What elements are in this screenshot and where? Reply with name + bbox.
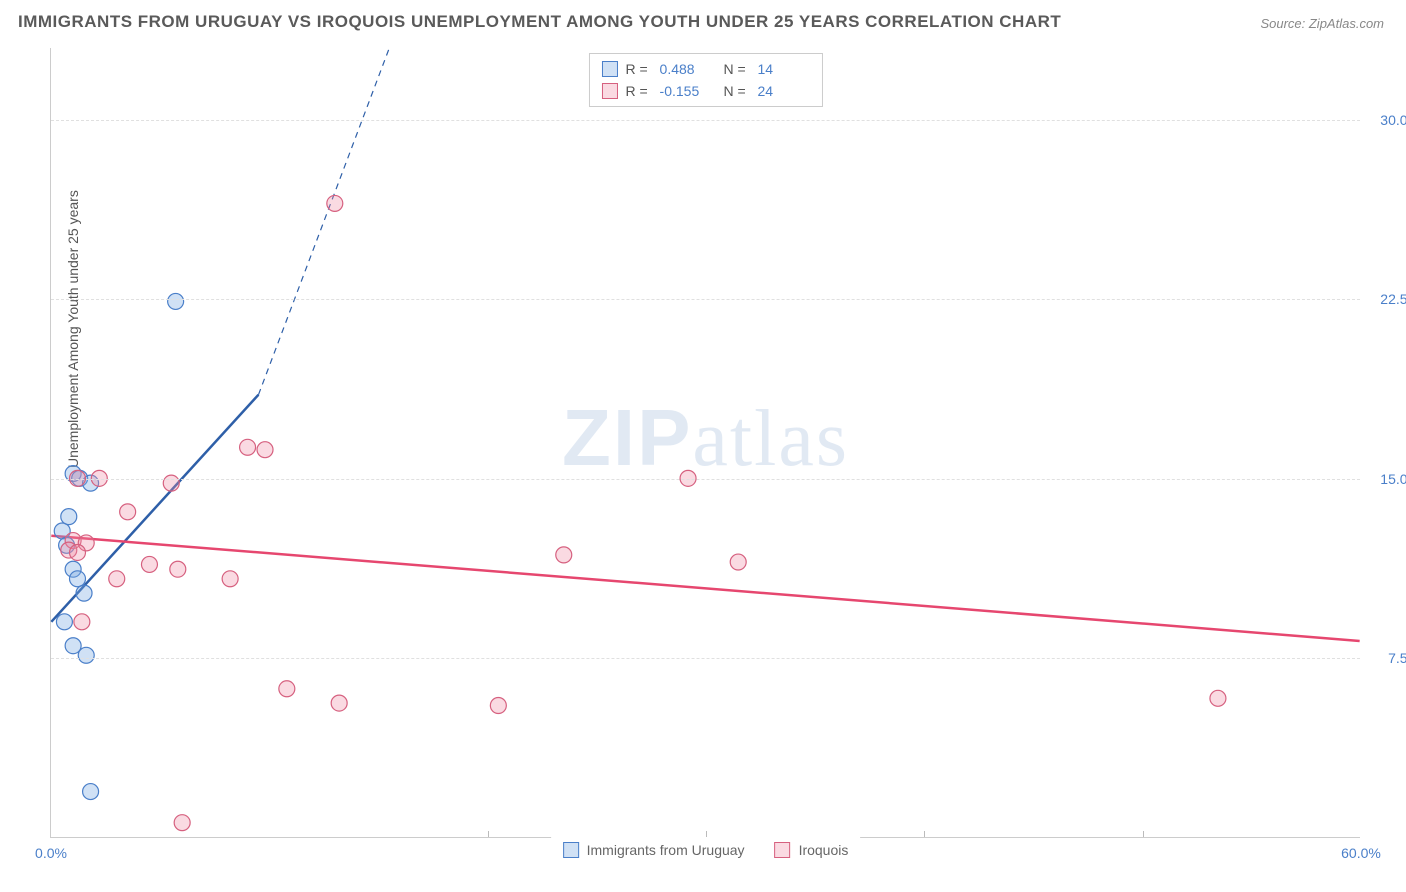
source-label: Source: ZipAtlas.com [1260, 16, 1384, 31]
x-tick-label: 0.0% [35, 845, 67, 861]
data-point [163, 475, 179, 491]
data-point [556, 547, 572, 563]
data-point [327, 195, 343, 211]
data-point [76, 585, 92, 601]
y-tick-label: 7.5% [1365, 650, 1406, 666]
trend-line [51, 536, 1359, 641]
x-tick-mark [1143, 831, 1144, 837]
data-point [78, 647, 94, 663]
gridline [51, 479, 1360, 480]
series-legend-item: Iroquois [775, 839, 849, 861]
series-legend-label: Iroquois [799, 839, 849, 861]
data-point [257, 442, 273, 458]
data-point [61, 509, 77, 525]
y-tick-label: 15.0% [1365, 471, 1406, 487]
data-point [331, 695, 347, 711]
legend-r-value: 0.488 [660, 58, 712, 80]
legend-swatch [775, 842, 791, 858]
data-point [490, 698, 506, 714]
legend-swatch [601, 83, 617, 99]
legend-r-label: R = [625, 80, 651, 102]
legend-r-value: -0.155 [660, 80, 712, 102]
series-legend: Immigrants from Uruguay Iroquois [551, 835, 861, 865]
data-point [1210, 690, 1226, 706]
data-point [74, 614, 90, 630]
gridline [51, 299, 1360, 300]
data-point [120, 504, 136, 520]
x-tick-mark [706, 831, 707, 837]
data-point [730, 554, 746, 570]
data-point [279, 681, 295, 697]
legend-n-label: N = [720, 80, 750, 102]
data-point [240, 439, 256, 455]
y-tick-label: 30.0% [1365, 112, 1406, 128]
gridline [51, 658, 1360, 659]
legend-n-value: 14 [758, 58, 810, 80]
data-point [70, 571, 86, 587]
stats-legend-row: R = 0.488 N = 14 [601, 58, 809, 80]
trend-line-dashed [258, 48, 389, 395]
series-legend-label: Immigrants from Uruguay [587, 839, 745, 861]
x-tick-label: 60.0% [1341, 845, 1381, 861]
gridline [51, 120, 1360, 121]
legend-n-label: N = [720, 58, 750, 80]
data-point [109, 571, 125, 587]
plot-area: Unemployment Among Youth under 25 years … [50, 48, 1360, 838]
data-point [174, 815, 190, 831]
series-legend-item: Immigrants from Uruguay [563, 839, 745, 861]
data-point [56, 614, 72, 630]
data-point [170, 561, 186, 577]
chart-title: IMMIGRANTS FROM URUGUAY VS IROQUOIS UNEM… [18, 12, 1061, 32]
chart-svg [51, 48, 1360, 837]
data-point [222, 571, 238, 587]
data-point [141, 556, 157, 572]
y-tick-label: 22.5% [1365, 291, 1406, 307]
legend-swatch [601, 61, 617, 77]
stats-legend-row: R = -0.155 N = 24 [601, 80, 809, 102]
legend-r-label: R = [625, 58, 651, 80]
data-point [70, 544, 86, 560]
legend-swatch [563, 842, 579, 858]
stats-legend: R = 0.488 N = 14R = -0.155 N = 24 [588, 53, 822, 107]
data-point [168, 293, 184, 309]
x-tick-mark [924, 831, 925, 837]
x-tick-mark [488, 831, 489, 837]
data-point [83, 784, 99, 800]
legend-n-value: 24 [758, 80, 810, 102]
